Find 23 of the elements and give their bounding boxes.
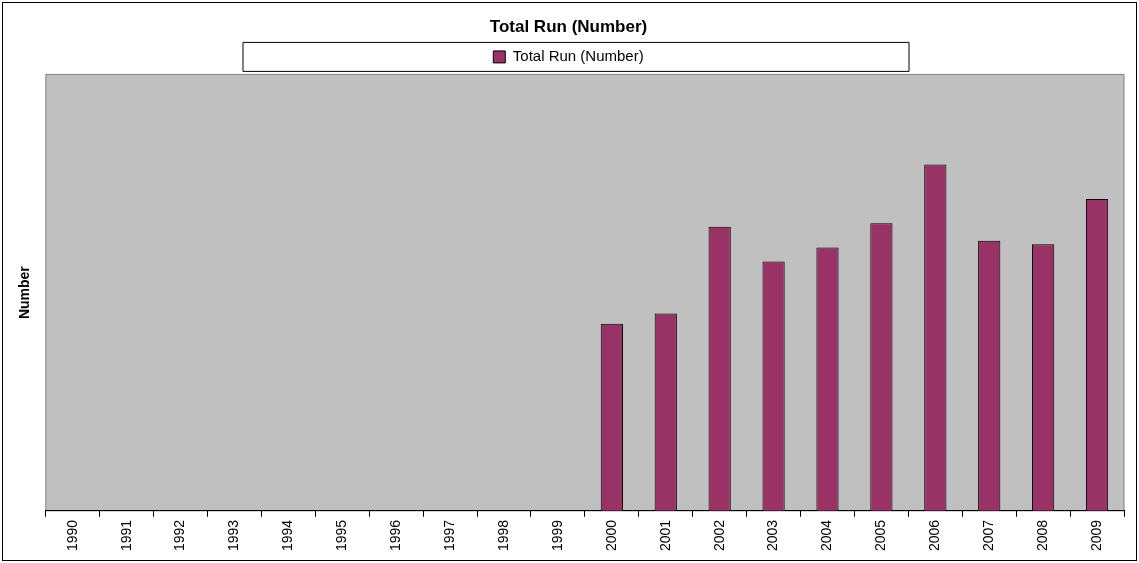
x-tick-label: 1997 (440, 519, 457, 552)
x-tick-label: 2009 (1087, 519, 1104, 552)
x-tick-label: 2006 (926, 519, 943, 552)
x-tick-label: 2000 (602, 519, 619, 552)
x-tick-label: 1994 (279, 519, 296, 552)
x-tick-label: 1993 (225, 519, 242, 552)
x-tick-label: 1996 (387, 519, 404, 552)
x-tick-label: 2007 (980, 519, 997, 552)
x-tick-label: 1999 (548, 519, 565, 552)
x-tick-label: 2004 (818, 519, 835, 552)
x-tick-label: 2005 (872, 519, 889, 552)
legend-label: Total Run (Number) (512, 47, 644, 65)
x-tick-label: 2001 (656, 519, 673, 552)
x-tick-label: 2003 (764, 519, 781, 552)
x-tick-label: 2002 (710, 519, 727, 552)
x-tick-label: 1998 (494, 519, 511, 552)
x-tick-label: 1991 (117, 519, 134, 552)
x-tick-label: 1992 (171, 519, 188, 552)
x-tick-label: 1990 (63, 519, 80, 552)
y-axis-title: Number (16, 265, 33, 320)
chart-title: Total Run (Number) (489, 16, 648, 36)
x-tick-label: 2008 (1033, 519, 1050, 552)
x-tick-label: 1995 (333, 519, 350, 552)
